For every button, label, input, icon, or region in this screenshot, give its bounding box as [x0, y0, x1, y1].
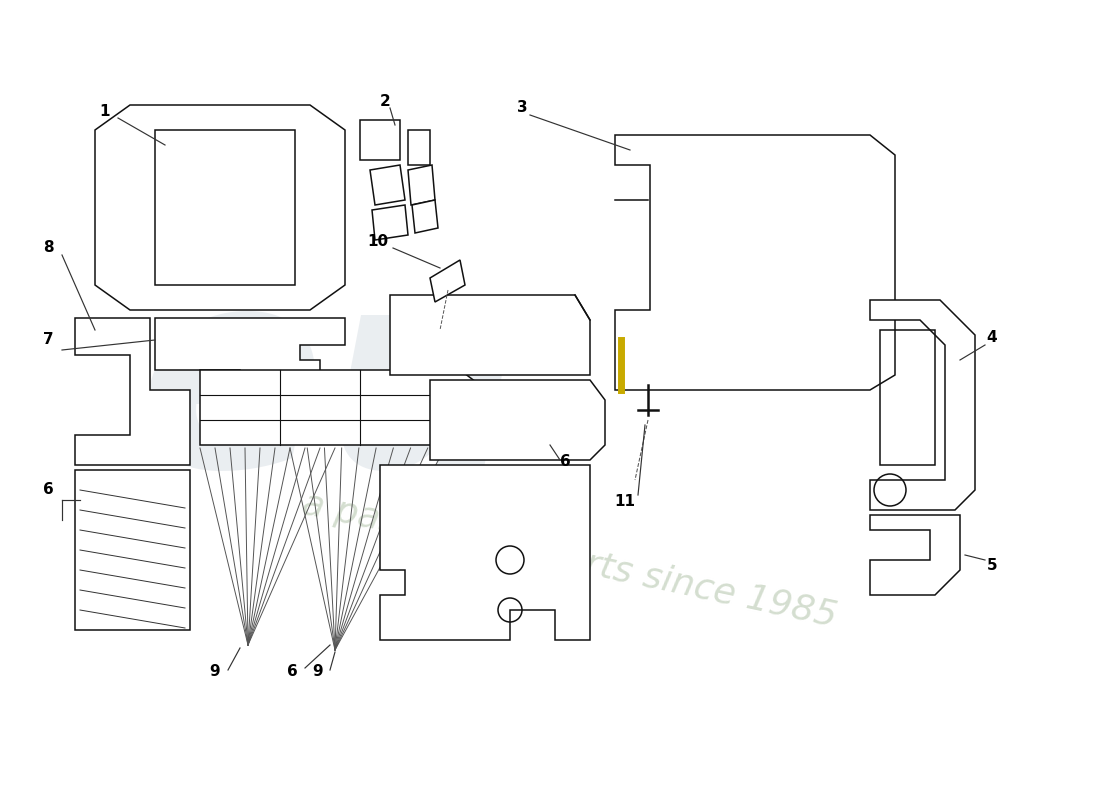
Polygon shape — [870, 515, 960, 595]
Polygon shape — [430, 260, 465, 302]
Polygon shape — [75, 470, 190, 630]
Text: 3: 3 — [517, 101, 527, 115]
Text: 4: 4 — [987, 330, 998, 346]
Text: 1: 1 — [100, 105, 110, 119]
Polygon shape — [870, 300, 975, 510]
Text: 10: 10 — [367, 234, 388, 250]
Text: 2: 2 — [379, 94, 390, 110]
Text: 9: 9 — [210, 665, 220, 679]
Polygon shape — [430, 380, 605, 460]
Text: 7: 7 — [43, 333, 53, 347]
Polygon shape — [615, 135, 895, 390]
Polygon shape — [372, 205, 408, 240]
Text: 11: 11 — [615, 494, 636, 510]
Text: 6: 6 — [560, 454, 571, 470]
Text: 5: 5 — [987, 558, 998, 573]
Text: eu: eu — [136, 255, 524, 525]
Polygon shape — [379, 465, 590, 640]
Polygon shape — [370, 165, 405, 205]
Polygon shape — [408, 165, 435, 205]
Polygon shape — [408, 130, 430, 165]
Text: 9: 9 — [312, 665, 323, 679]
Polygon shape — [155, 318, 345, 385]
Polygon shape — [360, 120, 400, 160]
Text: 6: 6 — [287, 665, 297, 679]
Polygon shape — [200, 370, 480, 445]
Polygon shape — [75, 318, 190, 465]
Text: a passion for parts since 1985: a passion for parts since 1985 — [299, 486, 840, 634]
Polygon shape — [390, 295, 590, 375]
Polygon shape — [95, 105, 345, 310]
Text: 8: 8 — [43, 241, 53, 255]
Polygon shape — [412, 200, 438, 233]
Text: 6: 6 — [43, 482, 54, 498]
